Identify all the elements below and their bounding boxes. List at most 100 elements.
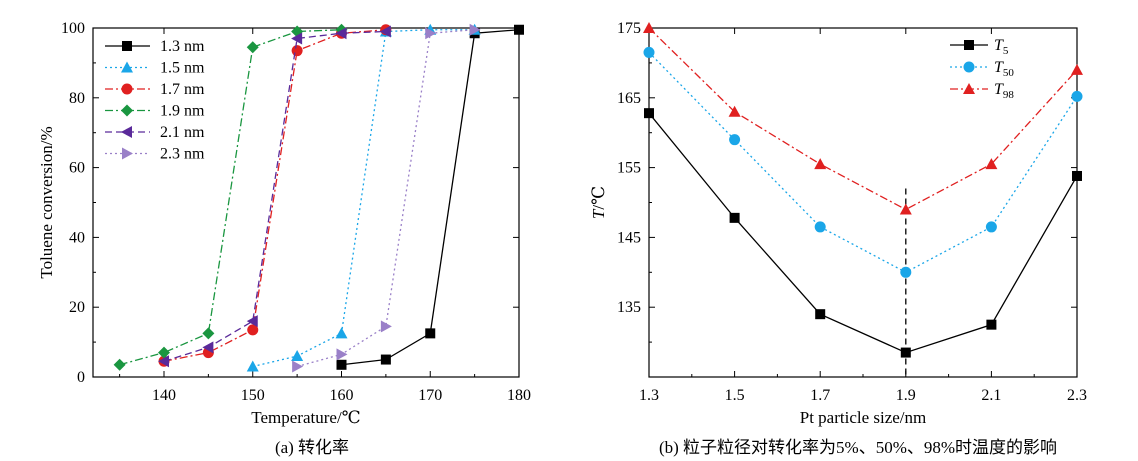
legend-label: T5: [994, 37, 1009, 57]
data-point: [380, 320, 392, 333]
series-line-T5: [648, 112, 1078, 354]
x-tick-label: 150: [241, 387, 265, 404]
data-point: [1072, 170, 1082, 181]
legend-label-symbol: T: [994, 59, 1004, 76]
x-tick-label: 2.3: [1067, 387, 1087, 404]
series-line-2-3-nm: [296, 29, 475, 368]
plot-frame: [648, 27, 1078, 378]
x-axis-title: Temperature/℃: [251, 408, 360, 427]
y-axis-title-unit: /℃: [589, 186, 608, 210]
data-point: [643, 22, 655, 33]
data-point: [985, 158, 998, 170]
legend-label: 1.9 nm: [160, 103, 205, 120]
legend-marker: [964, 40, 974, 50]
data-point: [335, 27, 347, 40]
legend-marker: [122, 41, 132, 51]
legend-label: T50: [994, 59, 1014, 79]
y-tick-label: 20: [69, 299, 85, 316]
data-point: [291, 350, 304, 362]
legend-marker: [963, 61, 975, 73]
data-point: [291, 25, 304, 38]
series-line-T98: [648, 27, 1078, 211]
x-tick-label: 1.9: [896, 387, 916, 404]
data-point: [425, 328, 436, 339]
legend-label-subscript: 5: [1003, 45, 1009, 57]
x-tick-label: 1.7: [810, 387, 830, 404]
data-point: [158, 346, 170, 359]
data-point: [292, 360, 304, 373]
y-tick-label: 155: [617, 160, 641, 177]
data-point: [291, 45, 303, 57]
series-line-1-3-nm: [341, 29, 520, 366]
data-point: [336, 348, 348, 361]
data-point: [246, 360, 259, 372]
legend-label: 1.7 nm: [160, 81, 205, 98]
panel-a-conversion-chart: 140 150 160 170 180 0 20 40 60 80 100 Temperature/℃…: [37, 20, 531, 427]
y-tick-label: 145: [617, 229, 641, 246]
legend-label-subscript: 98: [1003, 89, 1015, 101]
x-tick-label: 2.1: [981, 387, 1001, 404]
legend-label: 1.3 nm: [160, 38, 205, 55]
caption-panel-b: (b) 粒子粒径对转化率为5%、50%、98%时温度的影响: [659, 438, 1057, 457]
data-point: [900, 266, 912, 278]
legend-label-subscript: 50: [1003, 67, 1015, 79]
data-point: [246, 315, 258, 328]
x-tick-label: 1.5: [725, 387, 745, 404]
legend-label-symbol: T: [994, 37, 1004, 54]
data-point: [514, 24, 524, 35]
data-point: [729, 134, 741, 146]
data-point: [247, 324, 259, 336]
series-line-1-9-nm: [119, 29, 342, 366]
data-point: [246, 41, 259, 54]
data-point: [643, 46, 655, 58]
data-point: [380, 354, 391, 365]
x-tick-label: 140: [152, 387, 176, 404]
x-tick-label: 1.3: [639, 387, 659, 404]
data-point: [335, 327, 348, 339]
data-point: [469, 23, 481, 36]
x-tick-label: 170: [418, 387, 442, 404]
data-point: [985, 221, 997, 233]
data-point: [158, 355, 169, 368]
legend-marker: [122, 147, 133, 160]
data-point: [202, 327, 215, 340]
y-tick-label: 175: [617, 20, 641, 37]
y-tick-label: 60: [69, 160, 85, 177]
series-line-2-1-nm: [163, 30, 386, 362]
y-tick-label: 40: [69, 229, 85, 246]
x-axis-title: Pt particle size/nm: [800, 408, 927, 427]
legend-marker: [121, 126, 132, 138]
panel-b-temperature-chart: 1.3 1.5 1.7 1.9 2.1 2.3 135 145 155 165 175 Pt part…: [589, 20, 1087, 427]
legend-marker: [121, 83, 133, 95]
data-point: [202, 341, 214, 354]
legend-marker: [121, 61, 133, 73]
x-tick-label: 160: [330, 387, 354, 404]
y-axis-title-symbol: T: [589, 208, 608, 219]
series-line-1-7-nm: [163, 29, 386, 362]
data-point: [815, 309, 826, 320]
legend-label: 1.5 nm: [160, 60, 205, 77]
legend-marker: [963, 83, 975, 94]
data-point: [644, 108, 654, 119]
data-point: [814, 221, 826, 233]
data-point: [1071, 90, 1083, 102]
legend-label-symbol: T: [994, 81, 1004, 98]
y-axis-title: T/℃: [589, 186, 608, 219]
y-tick-label: 0: [77, 369, 85, 386]
series-line-T50: [648, 51, 1078, 274]
y-tick-label: 165: [617, 90, 641, 107]
legend-label: 2.3 nm: [160, 146, 205, 163]
legend-marker: [121, 104, 133, 117]
data-point: [899, 203, 912, 215]
data-point: [113, 358, 126, 371]
series-line-1-5-nm: [252, 29, 475, 368]
data-point: [336, 359, 347, 370]
y-axis-title: Toluene conversion/%: [37, 126, 56, 278]
data-point: [729, 212, 740, 223]
data-point: [379, 25, 391, 38]
data-point: [814, 158, 827, 170]
plot-frame: [92, 27, 520, 378]
y-tick-label: 100: [61, 20, 85, 37]
y-tick-label: 80: [69, 90, 85, 107]
